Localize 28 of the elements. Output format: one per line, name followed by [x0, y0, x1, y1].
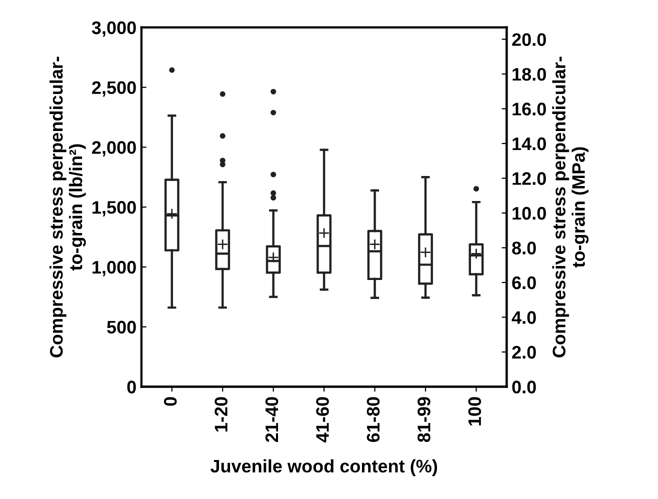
x-tick-label: 41-60 [316, 397, 329, 442]
y-tick-label: 2,500 [92, 81, 136, 97]
y2-tick-label: 6.0 [512, 276, 536, 290]
x-tick-label: 1-20 [214, 397, 228, 432]
y2-axis-title: Compressive stress perpendicular- to-grain (MPa) [552, 56, 589, 358]
y-tick-label: 2,000 [92, 141, 136, 157]
y2-tick-label: 16.0 [512, 102, 546, 116]
x-tick-label: 100 [468, 397, 482, 426]
y2-tick-label: 2.0 [512, 346, 536, 359]
y-tick-label: 0 [127, 380, 136, 394]
y2-tick-label: 0.0 [512, 380, 536, 394]
y2-tick-label: 12.0 [512, 172, 546, 185]
x-tick-label: 0 [164, 397, 177, 406]
x-tick-label: 21-40 [265, 397, 278, 442]
y-tick-label: 1,500 [92, 201, 136, 216]
x-tick-label: 81-99 [418, 397, 430, 442]
y2-tick-label: 18.0 [512, 68, 546, 81]
y-tick-label: 1,000 [92, 260, 136, 276]
y-tick-label: 500 [107, 320, 136, 334]
x-axis-title: Juvenile wood content (%) [210, 459, 438, 476]
y-axis-title: Compressive stress perpendicular- to-grain (lb/in²) [50, 56, 86, 358]
x-tick-label: 61-80 [366, 397, 380, 442]
y-tick-label: 3,000 [92, 21, 136, 37]
y2-tick-label: 4.0 [512, 311, 536, 324]
y2-tick-label: 14.0 [512, 137, 546, 150]
y2-tick-label: 8.0 [512, 242, 536, 254]
y2-tick-label: 20.0 [512, 33, 546, 46]
y2-tick-label: 10.0 [512, 206, 546, 220]
